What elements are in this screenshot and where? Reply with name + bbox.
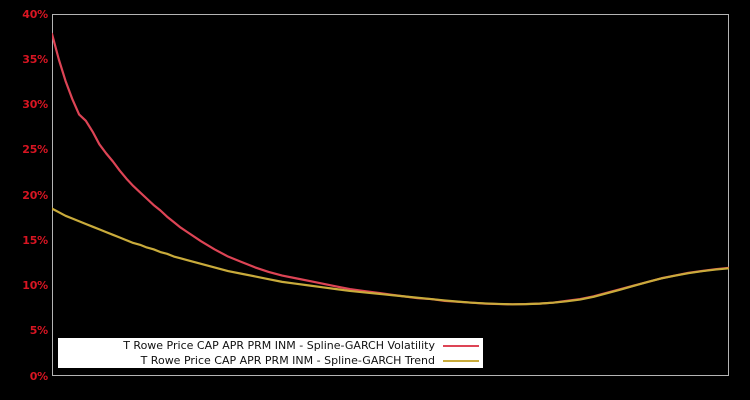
legend-label-trend: T Rowe Price CAP APR PRM INM - Spline-GA… <box>140 354 435 367</box>
y-axis-tick-label: 15% <box>22 233 48 247</box>
y-axis-tick-label: 30% <box>22 98 48 111</box>
legend-item-volatility: T Rowe Price CAP APR PRM INM - Spline-GA… <box>58 338 483 353</box>
legend: T Rowe Price CAP APR PRM INM - Spline-GA… <box>58 338 483 368</box>
y-axis-tick-label: 20% <box>22 188 48 202</box>
y-axis-tick-label: 35% <box>22 52 48 66</box>
y-axis-tick-label: 5% <box>29 324 48 338</box>
y-axis-tick-label: 25% <box>22 143 48 157</box>
y-axis: 40% 35% 30% 25% 20% 15% 10% 5% 0% <box>0 0 48 400</box>
y-axis-tick-label: 10% <box>22 279 48 292</box>
y-axis-tick-label: 40% <box>22 7 48 21</box>
legend-swatch-volatility <box>443 344 479 347</box>
series-line-volatility <box>52 32 729 306</box>
plot-area-border <box>52 14 729 376</box>
plot-data-layer <box>52 32 729 306</box>
series-line-trend <box>52 207 729 306</box>
y-axis-tick-label: 0% <box>29 369 48 383</box>
legend-item-trend: T Rowe Price CAP APR PRM INM - Spline-GA… <box>58 353 483 368</box>
legend-swatch-trend <box>443 359 479 362</box>
legend-label-volatility: T Rowe Price CAP APR PRM INM - Spline-GA… <box>123 339 435 352</box>
